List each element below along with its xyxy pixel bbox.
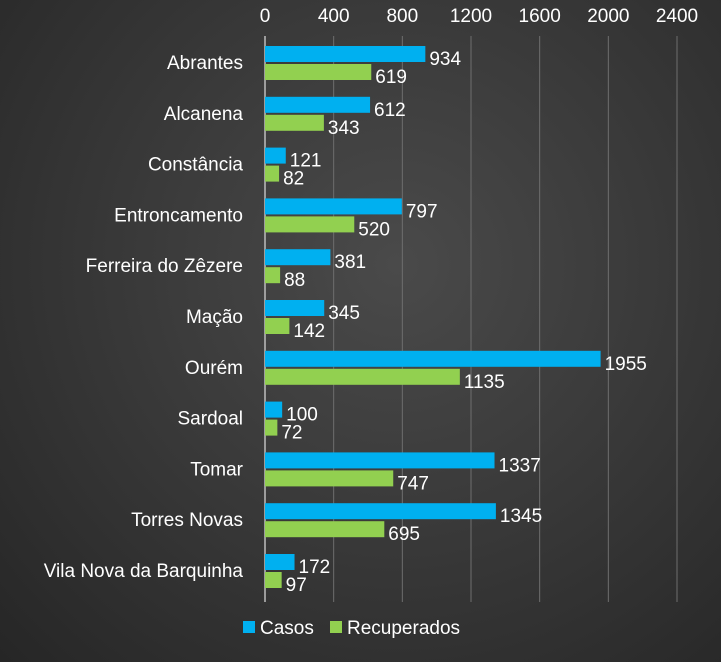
data-label: 1337	[499, 455, 541, 476]
category-label: Constância	[148, 155, 243, 176]
data-label: 695	[388, 524, 420, 545]
x-tick-label: 1200	[450, 6, 492, 27]
bar-casos	[265, 554, 295, 570]
category-label: Abrantes	[167, 53, 243, 74]
bar-recuperados	[265, 216, 355, 233]
x-tick-label: 2400	[656, 6, 698, 27]
category-label: Tomar	[190, 459, 243, 480]
data-label: 72	[281, 423, 302, 444]
bar-recuperados	[265, 368, 460, 385]
data-label: 1345	[500, 506, 542, 527]
data-label: 343	[328, 118, 360, 139]
x-tick-label: 400	[318, 6, 350, 27]
data-label: 172	[299, 557, 331, 578]
bar-casos	[265, 96, 371, 113]
bar-recuperados	[265, 572, 282, 588]
category-label: Entroncamento	[114, 205, 243, 226]
bar-recuperados	[265, 165, 280, 182]
category-label: Ferreira do Zêzere	[86, 256, 243, 277]
bar-casos	[265, 452, 495, 469]
category-label: Torres Novas	[131, 510, 243, 531]
bar-recuperados	[265, 114, 324, 131]
category-label: Mação	[186, 307, 243, 328]
legend-swatch-casos	[243, 621, 255, 633]
data-label: 142	[293, 321, 325, 342]
bar-recuperados	[265, 470, 394, 487]
category-label: Alcanena	[164, 104, 244, 125]
x-tick-label: 800	[386, 6, 418, 27]
bar-recuperados	[265, 318, 290, 334]
data-label: 345	[328, 303, 360, 324]
data-label: 1135	[464, 372, 505, 393]
data-label: 934	[429, 49, 461, 70]
data-label: 82	[283, 169, 304, 190]
category-label: Vila Nova da Barquinha	[44, 561, 244, 582]
legend-swatch-recuperados	[330, 621, 342, 633]
bar-recuperados	[265, 267, 281, 284]
data-label: 797	[406, 201, 438, 222]
data-label: 520	[358, 219, 390, 240]
data-label: 619	[375, 67, 407, 88]
x-tick-label: 0	[260, 6, 271, 27]
legend-label-recuperados: Recuperados	[347, 618, 460, 639]
bar-casos	[265, 46, 426, 62]
data-label: 1955	[605, 354, 647, 375]
bar-casos	[265, 300, 325, 316]
x-tick-label: 1600	[519, 6, 561, 27]
bar-casos	[265, 249, 331, 266]
bar-recuperados	[265, 521, 385, 538]
category-label: Ourém	[185, 358, 243, 379]
data-label: 97	[286, 575, 307, 596]
bar-casos	[265, 198, 402, 215]
category-label: Sardoal	[178, 409, 244, 430]
bar-casos	[265, 401, 283, 418]
bar-recuperados	[265, 64, 372, 80]
data-label: 121	[290, 151, 322, 172]
data-label: 381	[334, 252, 366, 273]
data-label: 747	[397, 473, 429, 494]
bar-casos	[265, 350, 601, 367]
legend-label-casos: Casos	[260, 618, 314, 639]
data-label: 100	[286, 405, 318, 426]
data-label: 88	[284, 270, 305, 291]
bar-casos	[265, 147, 286, 164]
bar-casos	[265, 503, 496, 520]
bar-recuperados	[265, 419, 278, 436]
data-label: 612	[374, 100, 406, 121]
x-tick-label: 2000	[587, 6, 629, 27]
